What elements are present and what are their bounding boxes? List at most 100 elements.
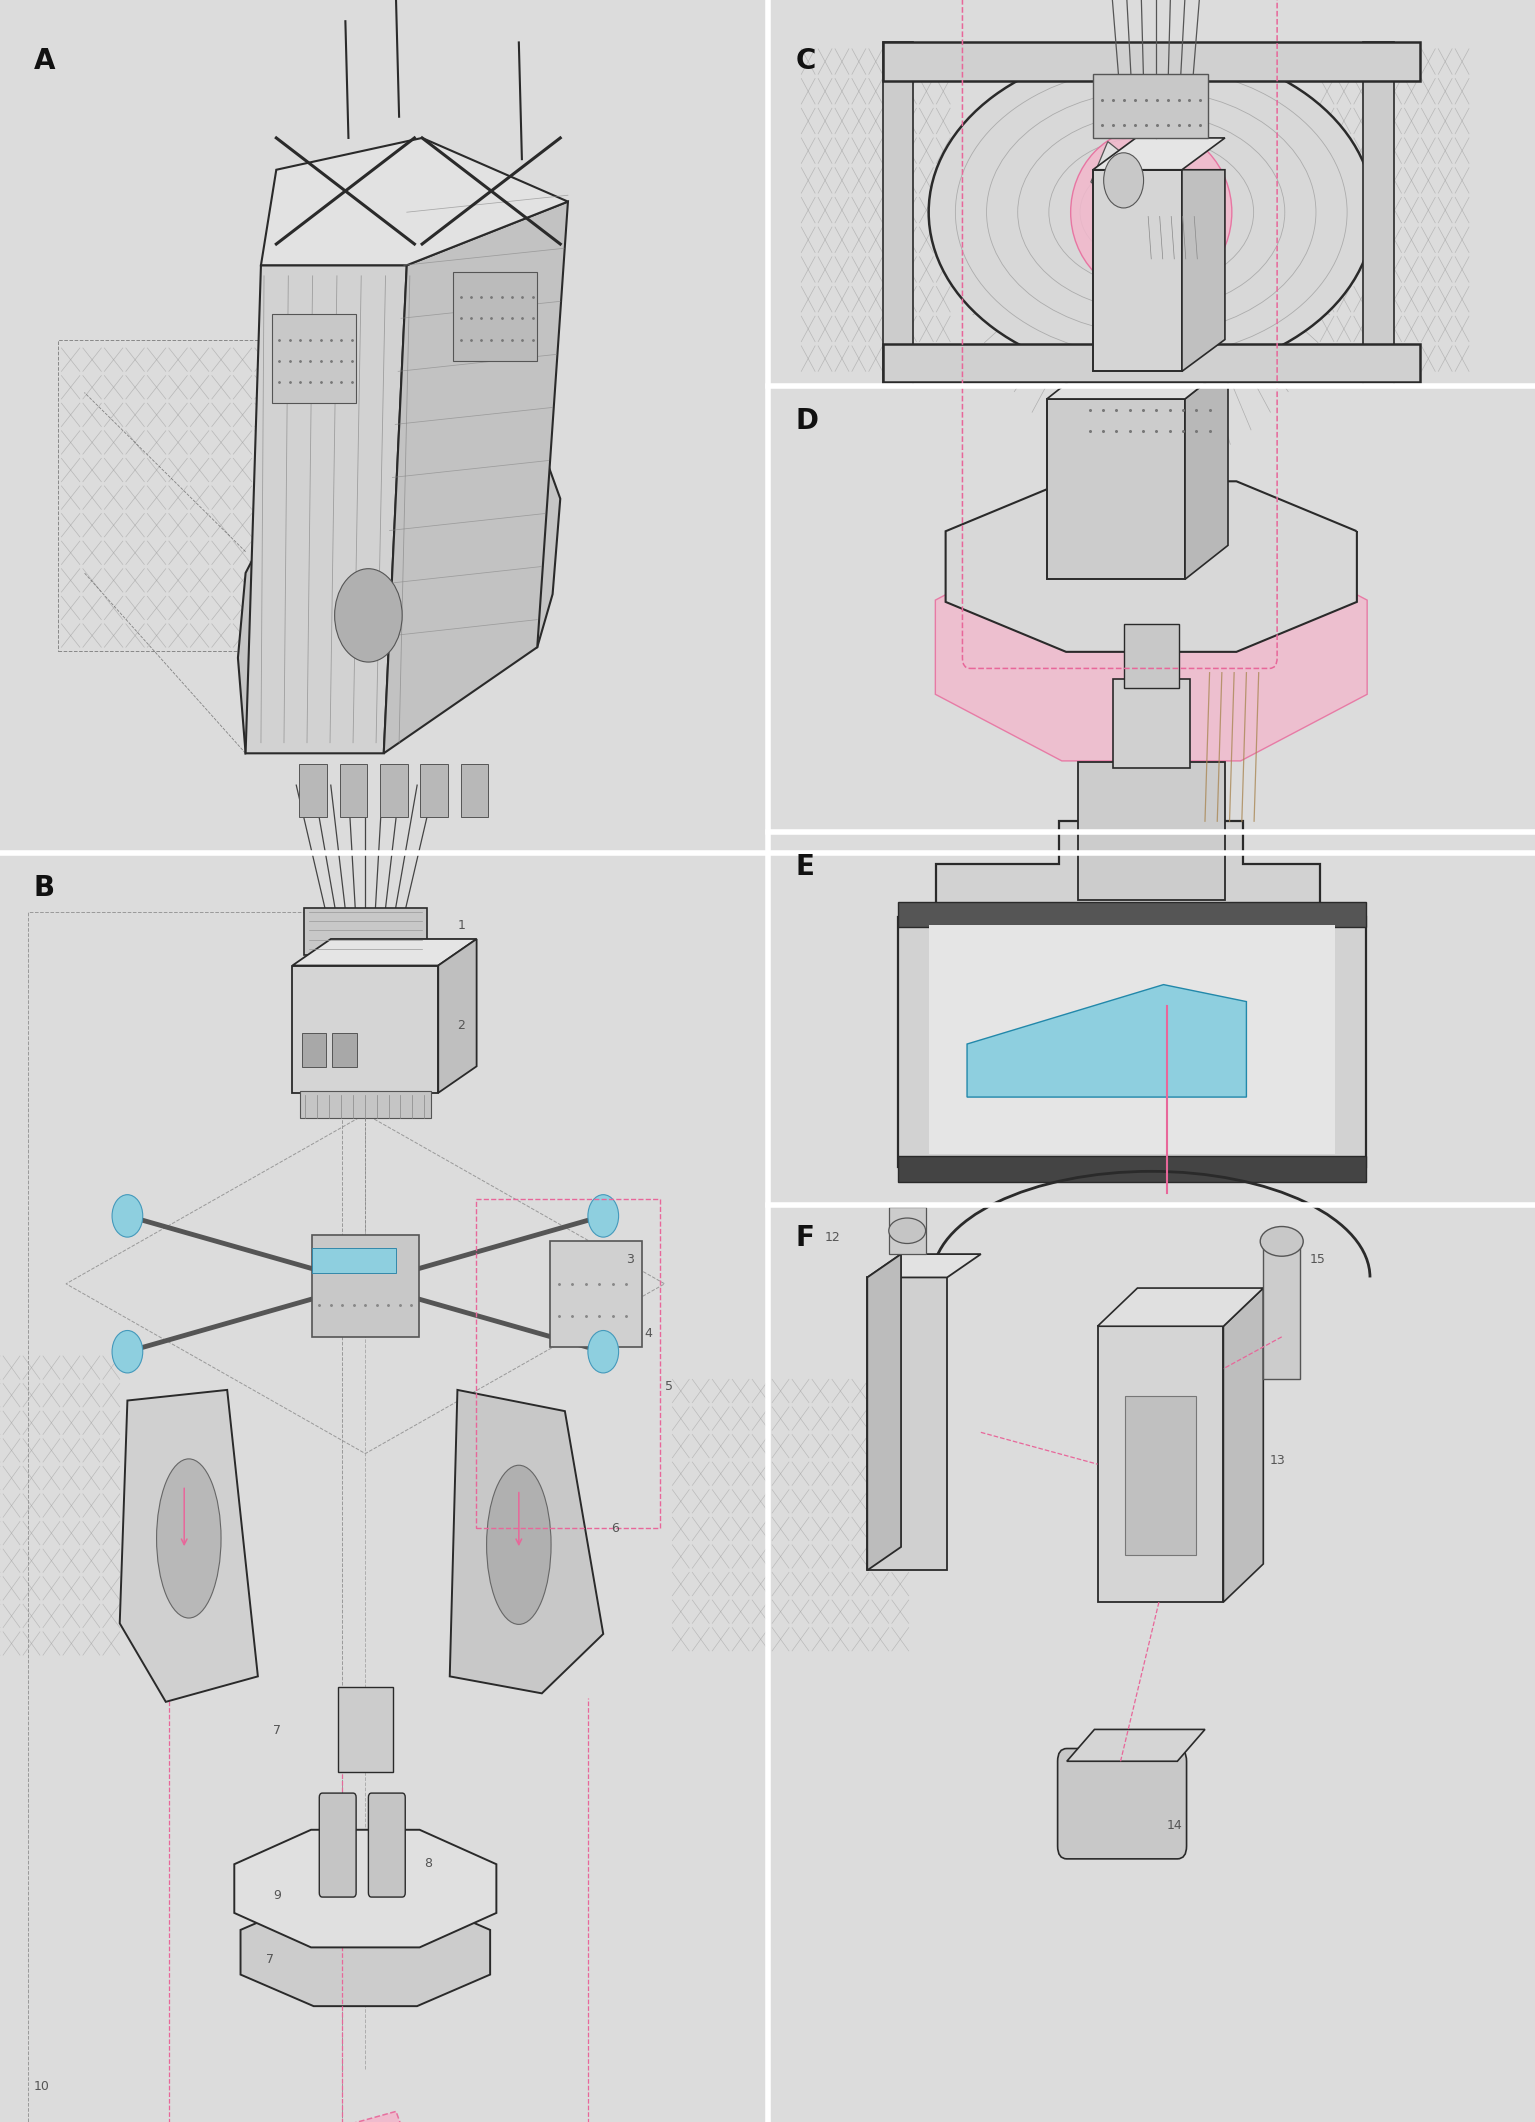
Bar [929,925,1335,1154]
Text: 7: 7 [266,1952,273,1965]
Polygon shape [261,138,568,265]
Text: 10: 10 [34,2080,49,2092]
Ellipse shape [1071,127,1233,297]
Bar [381,764,408,817]
Bar [421,764,448,817]
Polygon shape [384,202,568,753]
Text: 9: 9 [273,1889,281,1901]
Polygon shape [1047,365,1228,399]
Bar [898,902,1366,927]
FancyBboxPatch shape [319,1793,356,1897]
Bar [883,42,1420,81]
Bar [460,764,488,817]
Bar [1047,399,1185,579]
Bar [312,1235,419,1337]
Polygon shape [867,1254,981,1277]
Text: 14: 14 [1167,1819,1182,1831]
Polygon shape [1093,138,1225,170]
Polygon shape [867,1277,947,1570]
Bar [883,42,913,386]
Bar [1078,762,1225,900]
Bar [453,272,537,361]
Bar [898,1156,1366,1182]
FancyBboxPatch shape [368,1793,405,1897]
Polygon shape [1223,1288,1263,1602]
Bar [1098,1326,1223,1602]
Bar [889,1207,926,1254]
Bar [301,1033,327,1067]
Bar [476,1199,660,1528]
Polygon shape [450,1390,603,1693]
Polygon shape [898,821,1366,1167]
Bar [58,340,322,651]
Polygon shape [120,1390,258,1702]
Polygon shape [246,265,407,753]
Circle shape [588,1330,619,1373]
Text: 12: 12 [824,1231,840,1243]
Bar [312,1248,396,1273]
Circle shape [335,569,402,662]
Polygon shape [1067,1729,1205,1761]
Bar [272,314,356,403]
Bar [883,344,1420,382]
Text: F: F [795,1224,814,1252]
Text: 13: 13 [1269,1454,1285,1466]
Polygon shape [241,1899,490,2005]
Polygon shape [967,985,1246,1097]
Bar [332,1033,356,1067]
Text: 8: 8 [424,1857,431,1869]
Ellipse shape [487,1464,551,1625]
Bar [550,1241,642,1347]
Text: 3: 3 [626,1252,634,1265]
Polygon shape [293,940,476,966]
Text: 6: 6 [611,1521,619,1534]
Text: A: A [34,47,55,74]
Bar [338,1687,393,1772]
Bar [1363,42,1394,386]
Text: 4: 4 [645,1326,652,1339]
Circle shape [588,1195,619,1237]
Bar [791,30,1512,376]
Bar [1093,74,1208,138]
FancyBboxPatch shape [1058,1749,1187,1859]
Ellipse shape [1260,1227,1303,1256]
Polygon shape [235,1829,496,1948]
Ellipse shape [929,47,1374,378]
Bar [1124,624,1179,688]
Text: C: C [795,47,815,74]
Bar [1113,679,1190,768]
Polygon shape [867,1254,901,1570]
Bar [1125,1396,1196,1555]
Circle shape [112,1195,143,1237]
Bar [28,912,342,2122]
Bar [339,764,367,817]
Polygon shape [946,482,1357,651]
Polygon shape [935,533,1368,762]
Polygon shape [238,435,560,753]
Ellipse shape [157,1460,221,1617]
Polygon shape [1182,170,1225,371]
Text: 7: 7 [273,1723,281,1736]
Bar [304,908,427,955]
Polygon shape [1091,142,1180,240]
Circle shape [1104,153,1144,208]
Text: D: D [795,407,818,435]
Polygon shape [1185,365,1228,579]
Ellipse shape [889,1218,926,1243]
Text: E: E [795,853,814,881]
Bar [1093,170,1182,371]
Text: 5: 5 [665,1379,672,1392]
Circle shape [112,1330,143,1373]
Polygon shape [439,940,476,1093]
Polygon shape [1098,1288,1263,1326]
Text: B: B [34,874,55,902]
Bar [1263,1241,1300,1379]
Polygon shape [1125,204,1214,272]
Text: 1: 1 [457,919,465,932]
Text: 2: 2 [457,1019,465,1031]
Bar [301,1091,430,1118]
Polygon shape [266,2111,427,2122]
Text: 15: 15 [1309,1252,1325,1265]
Bar [299,764,327,817]
Polygon shape [293,966,439,1093]
